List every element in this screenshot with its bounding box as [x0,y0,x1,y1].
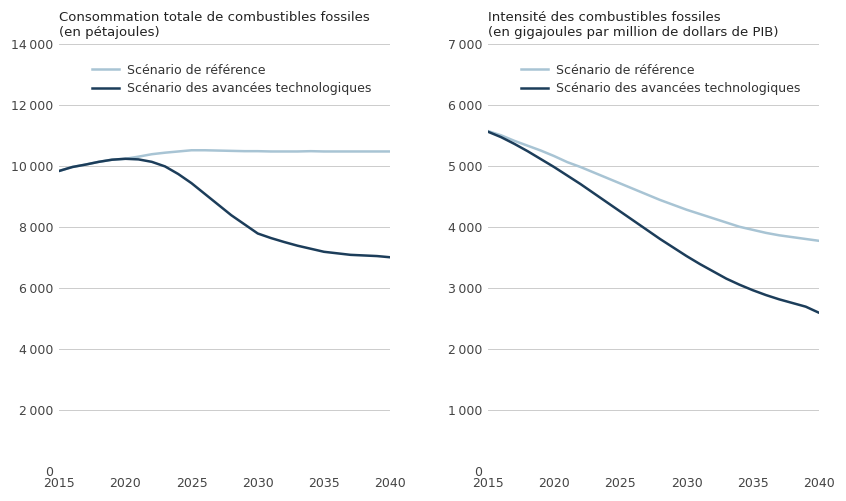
Text: Consommation totale de combustibles fossiles
(en pétajoules): Consommation totale de combustibles foss… [59,11,370,39]
Text: Intensité des combustibles fossiles
(en gigajoules par million de dollars de PIB: Intensité des combustibles fossiles (en … [488,11,778,39]
Legend: Scénario de référence, Scénario des avancées technologiques: Scénario de référence, Scénario des avan… [91,64,371,95]
Legend: Scénario de référence, Scénario des avancées technologiques: Scénario de référence, Scénario des avan… [520,64,800,95]
